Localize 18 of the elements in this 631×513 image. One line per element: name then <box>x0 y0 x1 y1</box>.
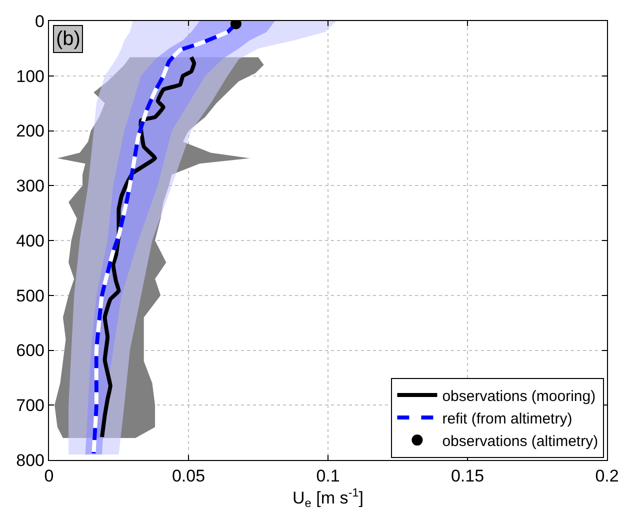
y-tick-label: 0 <box>35 12 44 31</box>
legend-label: refit (from altimetry) <box>442 410 572 428</box>
x-axis-title: U$_{e}$ [m s$^{-1}$] <box>292 486 364 510</box>
y-tick-label: 400 <box>16 231 44 250</box>
x-tick-label: 0.2 <box>595 466 619 486</box>
legend-label: observations (mooring) <box>442 388 596 405</box>
y-tick-label: 700 <box>16 396 44 416</box>
x-tick-label: 0.05 <box>172 466 206 486</box>
x-tick-label: 0.15 <box>450 466 484 486</box>
y-tick-label: 600 <box>16 341 44 360</box>
y-tick-label: 300 <box>16 176 44 196</box>
y-tick-label: 500 <box>16 286 44 306</box>
x-tick-label: 0.1 <box>316 466 340 486</box>
y-tick-label: 100 <box>16 66 44 86</box>
y-tick-label: 800 <box>16 450 44 470</box>
annotation: (b) <box>56 28 80 50</box>
legend-label: observations (altimetry) <box>442 432 598 450</box>
y-tick-label: 200 <box>16 122 44 141</box>
